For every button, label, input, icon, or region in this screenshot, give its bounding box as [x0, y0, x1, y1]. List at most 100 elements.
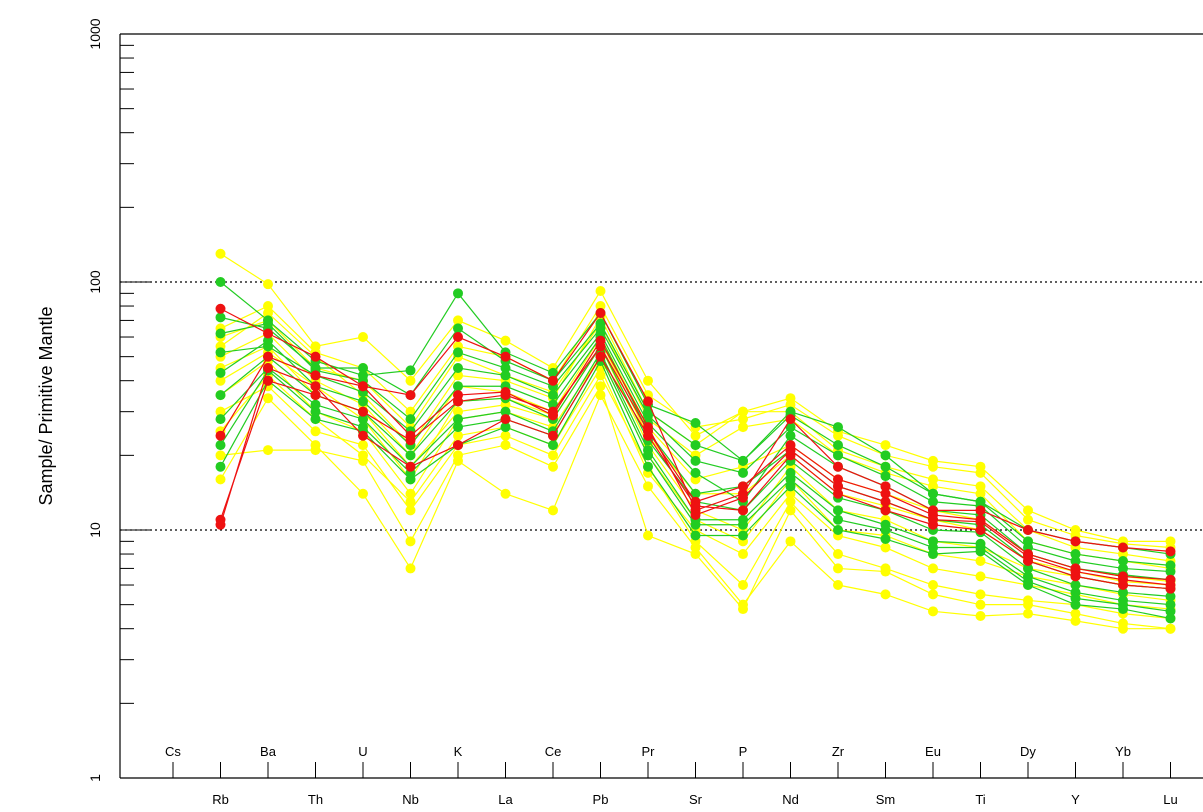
data-point	[833, 450, 843, 461]
data-point	[928, 542, 938, 553]
data-point	[928, 488, 938, 499]
data-point	[405, 488, 416, 499]
data-point	[785, 488, 796, 499]
data-point	[785, 422, 796, 433]
x-tick-label-yb: Yb	[1115, 744, 1131, 759]
data-point	[690, 509, 701, 520]
data-point	[690, 519, 701, 530]
data-point	[500, 387, 511, 398]
data-point	[833, 440, 843, 451]
y-tick-label: 10	[87, 522, 103, 538]
data-point	[1023, 595, 1033, 606]
data-point	[833, 525, 843, 535]
data-point	[1023, 551, 1033, 562]
data-point	[975, 611, 986, 622]
data-point	[453, 332, 463, 343]
data-point	[785, 474, 796, 485]
data-point	[975, 467, 986, 478]
data-point	[690, 530, 701, 541]
data-point	[358, 332, 368, 343]
data-point	[643, 375, 653, 386]
data-point	[880, 450, 891, 461]
data-point	[358, 414, 368, 425]
data-point	[785, 481, 796, 492]
data-point	[453, 347, 463, 358]
data-point	[453, 370, 463, 381]
data-point	[833, 549, 843, 560]
data-point	[310, 414, 321, 425]
data-point	[500, 363, 511, 374]
x-tick-label-eu: Eu	[925, 744, 941, 759]
data-point	[1070, 615, 1081, 626]
data-point	[975, 571, 986, 582]
data-point	[738, 422, 748, 433]
data-point	[833, 461, 843, 472]
data-point	[738, 580, 748, 591]
data-point	[358, 430, 368, 441]
data-point	[453, 440, 463, 451]
data-point	[880, 481, 891, 492]
data-point	[1023, 563, 1033, 574]
data-point	[738, 467, 748, 478]
x-tick-label-k: K	[454, 744, 463, 759]
data-point	[643, 481, 653, 492]
data-point	[215, 430, 226, 441]
x-tick-label-y: Y	[1071, 792, 1080, 807]
data-point	[310, 445, 321, 456]
data-point	[453, 430, 463, 441]
data-point	[215, 312, 226, 323]
data-point	[738, 519, 748, 530]
data-point	[263, 351, 273, 362]
x-tick-label-lu: Lu	[1163, 792, 1177, 807]
data-point	[405, 390, 416, 401]
data-point	[1023, 505, 1033, 516]
x-tick-label-nb: Nb	[402, 792, 419, 807]
data-point	[928, 461, 938, 472]
data-point	[738, 492, 748, 503]
data-point	[1023, 525, 1033, 535]
data-point	[833, 488, 843, 499]
data-point	[785, 430, 796, 441]
data-point	[595, 285, 606, 296]
data-point	[453, 390, 463, 401]
x-ticks: Cs Rb Ba Th U Nb K La Ce Pb Pr Sr P Nd Zr Sm Eu Ti Dy Y Yb Lu	[165, 744, 1178, 807]
data-point	[880, 589, 891, 600]
x-tick-label-ti: Ti	[975, 792, 985, 807]
data-point	[548, 430, 558, 441]
data-point	[595, 381, 606, 392]
data-point	[785, 496, 796, 507]
data-point	[215, 328, 226, 339]
data-point	[453, 450, 463, 461]
data-point	[643, 396, 653, 407]
x-tick-label-dy: Dy	[1020, 744, 1036, 759]
data-point	[453, 363, 463, 374]
data-point	[785, 399, 796, 410]
data-point	[310, 399, 321, 410]
data-point	[310, 406, 321, 417]
data-point	[785, 414, 796, 425]
data-point	[975, 525, 986, 535]
x-tick-label-sr: Sr	[689, 792, 703, 807]
data-point	[500, 422, 511, 433]
data-point	[643, 450, 653, 461]
data-point	[215, 303, 226, 314]
data-point	[975, 589, 986, 600]
y-tick-label: 1000	[87, 18, 103, 49]
data-point	[453, 422, 463, 433]
data-point	[263, 445, 273, 456]
data-point	[643, 422, 653, 433]
data-point	[548, 450, 558, 461]
data-point	[263, 328, 273, 339]
data-point	[358, 440, 368, 451]
x-tick-label-la: La	[498, 792, 513, 807]
data-point	[975, 599, 986, 610]
data-point	[310, 426, 321, 437]
y-tick-label: 100	[87, 270, 103, 294]
data-point	[215, 414, 226, 425]
data-point	[833, 430, 843, 441]
data-point	[358, 422, 368, 433]
axes	[119, 33, 1203, 779]
x-tick-label-nd: Nd	[782, 792, 799, 807]
x-tick-label-th: Th	[308, 792, 323, 807]
